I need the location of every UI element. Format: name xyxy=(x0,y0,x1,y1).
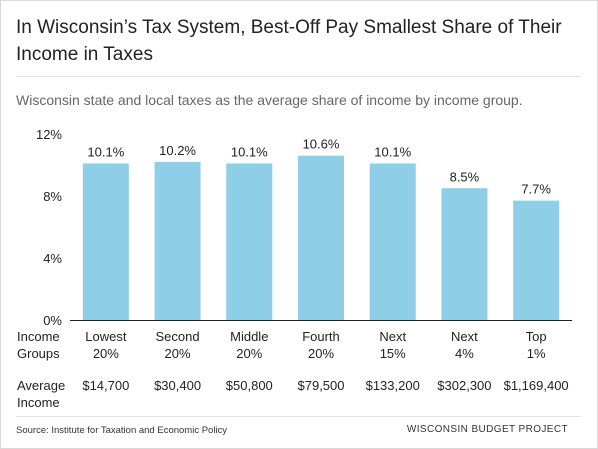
y-tick-label: 4% xyxy=(43,251,62,266)
bar-value-label: 7.7% xyxy=(521,182,551,197)
bar xyxy=(513,200,560,320)
category-label-line-1: Lowest xyxy=(85,329,127,344)
bar-value-label: 10.1% xyxy=(87,144,124,159)
category-label-line-2: 1% xyxy=(527,346,546,361)
chart-subtitle: Wisconsin state and local taxes as the a… xyxy=(16,92,523,108)
category-label-line-2: 20% xyxy=(236,346,262,361)
bars xyxy=(82,155,560,320)
bar xyxy=(298,155,344,320)
bar-value-label: 10.1% xyxy=(374,144,411,159)
average-income-header-line-2: Income xyxy=(17,395,60,410)
chart-title-line-2: Income in Taxes xyxy=(16,44,153,65)
category-label-line-1: Next xyxy=(379,329,406,344)
footer-divider xyxy=(16,416,581,417)
bar xyxy=(441,188,488,320)
bar xyxy=(369,163,416,320)
y-tick-label: 8% xyxy=(43,189,62,204)
source-note: Source: Institute for Taxation and Econo… xyxy=(16,425,228,436)
average-income-value: $79,500 xyxy=(298,378,345,393)
category-label-line-2: 4% xyxy=(455,346,474,361)
average-income-value: $133,200 xyxy=(366,378,420,393)
category-label-line-2: 20% xyxy=(165,346,191,361)
x-axis-labels: Income Groups Lowest 20% Second 20% Middle 20% F… xyxy=(17,329,547,361)
category-header-line-2: Groups xyxy=(17,346,60,361)
chart-title: In Wisconsin’s Tax System, Best-Off Pay … xyxy=(16,14,581,68)
bar-value-label: 8.5% xyxy=(450,169,480,184)
category-label-line-1: Second xyxy=(156,329,200,344)
chart-title-line-1: In Wisconsin’s Tax System, Best-Off Pay … xyxy=(16,17,562,38)
bar-value-label: 10.6% xyxy=(303,137,340,152)
average-income-header-line-1: Average xyxy=(17,378,65,393)
average-income-value: $30,400 xyxy=(154,378,201,393)
brand-label: WISCONSIN BUDGET PROJECT xyxy=(406,424,568,435)
bar xyxy=(154,161,201,320)
y-tick-label: 12% xyxy=(36,127,62,142)
category-label-line-1: Next xyxy=(451,329,478,344)
y-axis-ticks: 0% 4% 8% 12% xyxy=(36,127,62,328)
bar xyxy=(226,163,273,320)
y-tick-label: 0% xyxy=(43,313,62,328)
average-income-value: $1,169,400 xyxy=(504,378,569,393)
category-label-line-2: 20% xyxy=(308,346,334,361)
bar-value-label: 10.2% xyxy=(159,143,196,158)
average-income-value: $50,800 xyxy=(226,378,273,393)
average-income-value: $14,700 xyxy=(82,378,129,393)
average-income-row: Average Income $14,700 $30,400 $50,800 $79,50… xyxy=(17,378,569,410)
data-labels: 10.1% 10.2% 10.1% 10.6% 10.1% 8.5% 7.7% xyxy=(87,137,551,197)
category-header-line-1: Income xyxy=(17,329,60,344)
category-label-line-1: Top xyxy=(526,329,547,344)
average-income-value: $302,300 xyxy=(437,378,491,393)
category-label-line-2: 20% xyxy=(93,346,119,361)
title-divider xyxy=(16,76,581,77)
category-label-line-2: 15% xyxy=(380,346,406,361)
category-label-line-1: Middle xyxy=(230,329,268,344)
bar-value-label: 10.1% xyxy=(231,144,268,159)
category-label-line-1: Fourth xyxy=(302,329,340,344)
bar xyxy=(82,163,129,320)
